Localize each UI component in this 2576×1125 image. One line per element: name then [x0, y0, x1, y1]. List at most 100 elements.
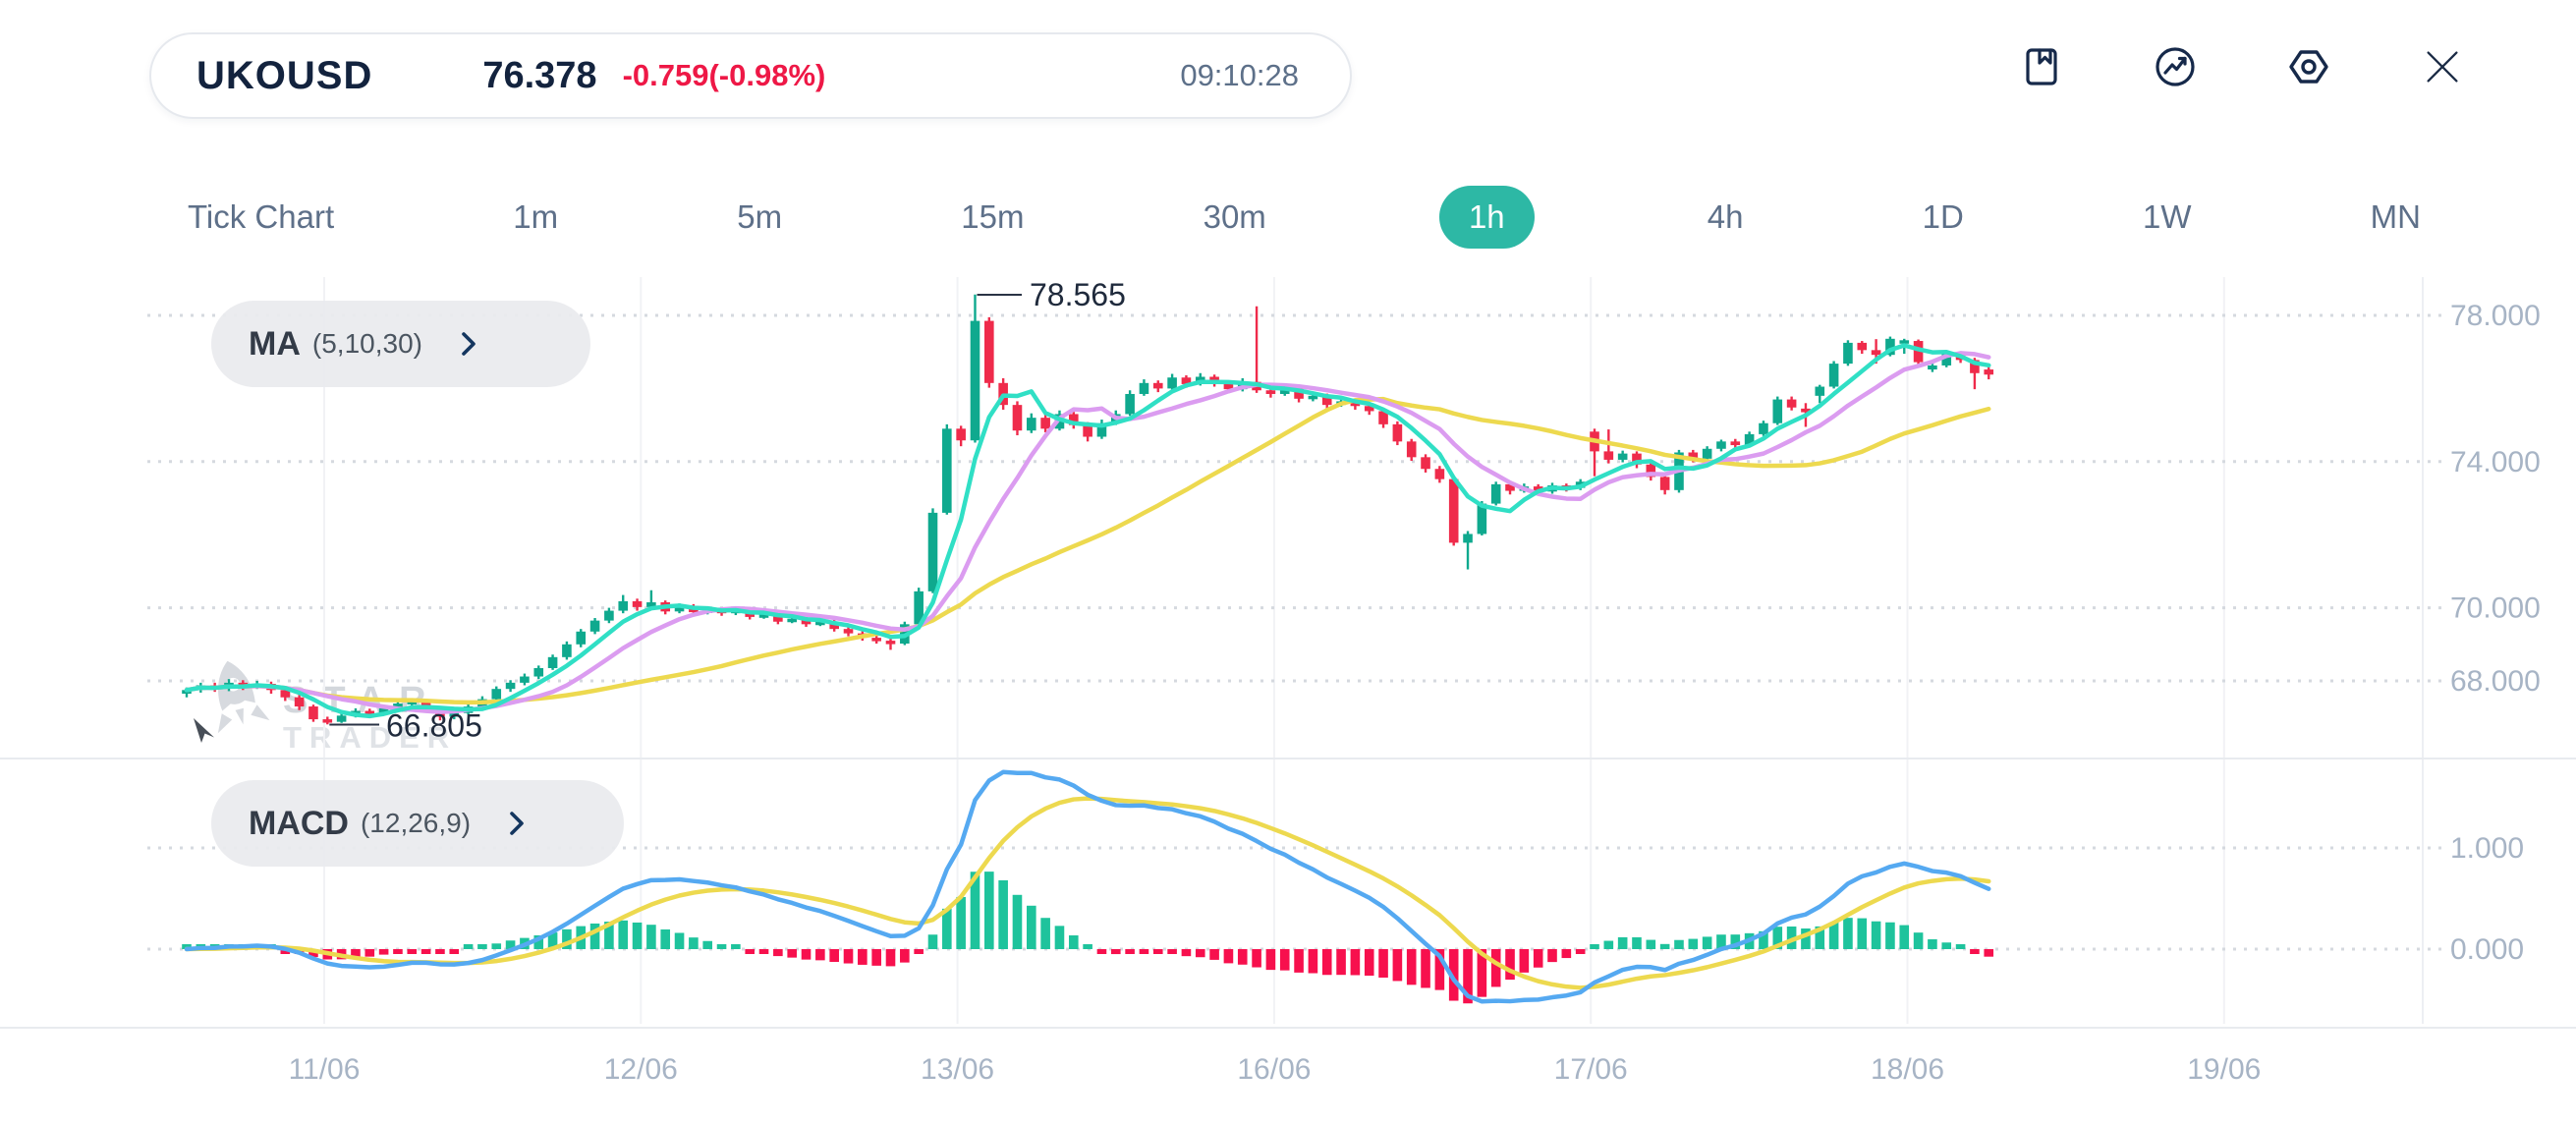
- macd-histogram-bar: [505, 940, 516, 949]
- macd-histogram-bar: [646, 925, 656, 949]
- tab-1m[interactable]: 1m: [513, 198, 559, 235]
- candle: [294, 697, 305, 707]
- candle: [1083, 424, 1092, 437]
- candle: [1730, 441, 1741, 446]
- macd-histogram-bar: [1392, 949, 1403, 982]
- tab-5m[interactable]: 5m: [737, 198, 783, 235]
- x-axis-label: 11/06: [289, 1053, 361, 1086]
- x-axis-label: 16/06: [1237, 1053, 1311, 1086]
- macd-histogram-bar: [1294, 949, 1304, 973]
- macd-histogram-bar: [1167, 949, 1177, 954]
- candle: [1702, 448, 1712, 459]
- candle: [773, 614, 783, 622]
- macd-histogram-bar: [787, 949, 797, 958]
- candle: [758, 614, 769, 618]
- macd-histogram-bar: [1674, 939, 1684, 949]
- tab-1d[interactable]: 1D: [1922, 198, 1964, 235]
- candle: [1871, 350, 1881, 356]
- macd-histogram-bar: [1378, 949, 1388, 978]
- macd-histogram-bar: [435, 949, 445, 954]
- candle: [1716, 441, 1726, 449]
- candle: [547, 656, 558, 668]
- candle: [308, 706, 318, 720]
- high-annotation: 78.565: [1030, 277, 1126, 312]
- macd-histogram-bar: [618, 920, 629, 949]
- candle: [1350, 401, 1361, 407]
- macd-histogram-bar: [378, 949, 389, 955]
- macd-histogram-bar: [716, 944, 727, 949]
- candle: [1265, 390, 1276, 394]
- close-icon[interactable]: [2419, 43, 2466, 90]
- candle: [885, 641, 896, 645]
- candle: [1181, 377, 1192, 384]
- macd-histogram-bar: [927, 934, 938, 949]
- candle: [1941, 353, 1952, 366]
- tab-30m[interactable]: 30m: [1203, 198, 1266, 235]
- macd-histogram-bar: [1477, 949, 1487, 997]
- ma5-line: [184, 343, 1991, 719]
- tab-1h[interactable]: 1h: [1438, 186, 1535, 249]
- bookmark-icon[interactable]: [2018, 43, 2065, 90]
- candle: [1490, 483, 1501, 504]
- candle: [1406, 441, 1417, 458]
- candle: [843, 629, 854, 634]
- candle: [1392, 423, 1403, 442]
- macd-histogram-bar: [1237, 949, 1248, 965]
- settings-icon[interactable]: [2285, 43, 2332, 90]
- cursor-icon: [194, 718, 214, 743]
- candle: [562, 644, 572, 657]
- candle: [1632, 453, 1642, 465]
- candle: [1744, 433, 1755, 446]
- macd-histogram-bar: [1505, 949, 1515, 981]
- tab-4h[interactable]: 4h: [1707, 198, 1744, 235]
- macd-histogram-bar: [1659, 943, 1670, 949]
- macd-histogram-bar: [1364, 949, 1374, 976]
- macd-histogram-bar: [1195, 949, 1205, 958]
- candle: [576, 631, 587, 645]
- ma-indicator-button[interactable]: MA (5,10,30): [211, 301, 590, 387]
- candle: [1928, 365, 1937, 370]
- ma30-line: [184, 396, 1991, 705]
- candle: [1801, 408, 1811, 413]
- candle: [1139, 382, 1149, 394]
- watermark-line2: TRADER: [283, 720, 458, 755]
- macd-histogram-bar: [407, 949, 418, 954]
- candle: [533, 667, 544, 677]
- candle: [322, 719, 333, 723]
- vertical-gridlines: 11/06 12/06 13/06 16/06 17/06 18/06 19/06: [0, 277, 2576, 1086]
- macd-histogram-bar: [1265, 949, 1276, 971]
- macd-histogram-bar: [1490, 949, 1501, 987]
- macd-histogram-bar: [702, 940, 713, 949]
- macd-histogram-bar: [533, 934, 544, 949]
- performance-icon[interactable]: [2152, 43, 2199, 90]
- macd-histogram-bar: [308, 949, 318, 958]
- candle: [1885, 338, 1895, 356]
- x-axis-label: 12/06: [604, 1053, 678, 1086]
- macd-indicator-button[interactable]: MACD (12,26,9): [211, 780, 624, 867]
- macd-histogram-bar: [547, 932, 558, 949]
- candle: [1040, 418, 1050, 429]
- candle: [1533, 486, 1543, 492]
- candle: [1463, 534, 1473, 543]
- macd-histogram-bar: [1815, 926, 1825, 949]
- macd-histogram-bar: [1533, 949, 1543, 968]
- macd-histogram-bar: [984, 872, 994, 949]
- macd-histogram-bar: [1702, 936, 1712, 949]
- tab-15m[interactable]: 15m: [961, 198, 1025, 235]
- macd-histogram-bar: [1575, 949, 1586, 954]
- tab-tick-chart[interactable]: Tick Chart: [188, 198, 335, 235]
- candle: [674, 605, 685, 612]
- macd-histogram-bar: [871, 949, 881, 966]
- candle: [449, 712, 460, 717]
- price-annotations: 78.565 66.805: [329, 277, 1126, 743]
- tab-1w[interactable]: 1W: [2142, 198, 2192, 235]
- tab-mn[interactable]: MN: [2370, 198, 2421, 235]
- candle: [604, 610, 614, 621]
- macd-histogram-bar: [914, 949, 924, 954]
- macd-histogram-bar: [1828, 922, 1839, 949]
- macd-lines: [184, 769, 1991, 1004]
- candle: [787, 618, 797, 623]
- macd-histogram-bar: [970, 872, 980, 949]
- macd-histogram-bar: [1068, 935, 1079, 949]
